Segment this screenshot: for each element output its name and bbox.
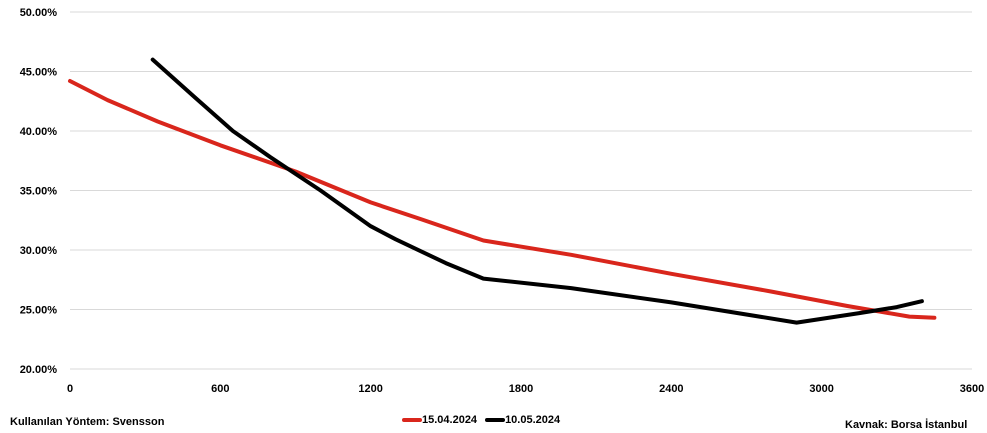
source-note: Kavnak: Borsa İstanbul (845, 419, 968, 431)
series-layer (68, 57, 937, 325)
method-note: Kullanılan Yöntem: Svensson (10, 416, 165, 428)
legend-label-series-1: 15.04.2024 (422, 414, 478, 426)
x-tick-label: 3000 (809, 383, 833, 395)
y-tick-label: 35.00% (20, 186, 58, 198)
legend-label-series-2: 10.05.2024 (505, 414, 561, 426)
x-tick-label: 600 (211, 383, 229, 395)
legend-swatch-series-1 (402, 418, 422, 422)
series-line-1 (68, 79, 937, 320)
y-axis-ticks: 20.00% 25.00% 30.00% 35.00% 40.00% 45.00% 50.0… (20, 7, 58, 376)
y-tick-label: 40.00% (20, 126, 58, 138)
x-tick-label: 2400 (659, 383, 683, 395)
x-axis-ticks: 0 600 1200 1800 2400 3000 3600 (67, 383, 984, 395)
y-tick-label: 45.00% (20, 67, 58, 79)
y-tick-label: 50.00% (20, 7, 58, 19)
x-tick-label: 1200 (358, 383, 382, 395)
legend-swatch-series-2 (485, 418, 506, 422)
legend-item-series-2: 10.05.2024 (485, 414, 560, 426)
x-tick-label: 3600 (960, 383, 984, 395)
x-tick-label: 0 (67, 383, 73, 395)
legend-item-series-1: 15.04.2024 (402, 414, 477, 426)
series-line-2 (150, 57, 924, 325)
y-tick-label: 30.00% (20, 245, 58, 257)
y-tick-label: 25.00% (20, 305, 58, 317)
legend: 15.04.2024 10.05.2024 (402, 414, 560, 426)
y-tick-label: 20.00% (20, 364, 58, 376)
x-tick-label: 1800 (509, 383, 533, 395)
gridlines (70, 11, 972, 370)
